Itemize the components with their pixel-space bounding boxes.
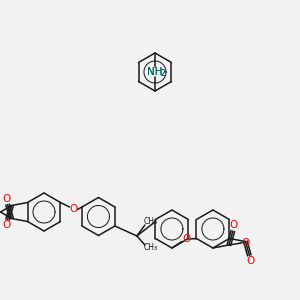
Text: O: O (182, 234, 190, 244)
Text: NH: NH (147, 67, 163, 77)
Text: O: O (246, 256, 254, 266)
Text: CH₃: CH₃ (144, 218, 158, 226)
Text: NH: NH (147, 67, 163, 77)
Text: O: O (69, 203, 78, 214)
Text: O: O (2, 220, 11, 230)
Text: O: O (241, 238, 250, 248)
Text: 2: 2 (160, 69, 165, 78)
Text: O: O (2, 194, 11, 204)
Text: CH₃: CH₃ (144, 244, 158, 253)
Text: O: O (230, 220, 238, 230)
Text: 2: 2 (160, 69, 165, 78)
